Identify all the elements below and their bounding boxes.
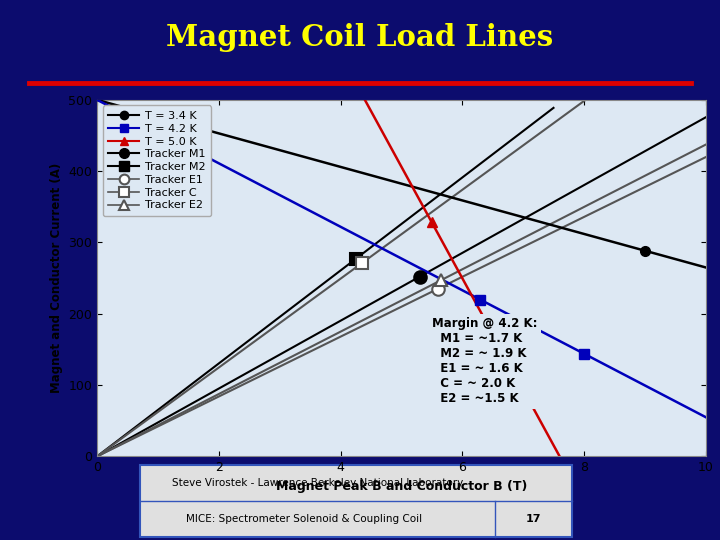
X-axis label: Magnet Peak B and Conductor B (T): Magnet Peak B and Conductor B (T) (276, 480, 527, 492)
Text: Steve Virostek - Lawrence Berkeley National Laboratory: Steve Virostek - Lawrence Berkeley Natio… (172, 478, 463, 488)
Text: MICE: Spectrometer Solenoid & Coupling Coil: MICE: Spectrometer Solenoid & Coupling C… (186, 514, 423, 524)
Legend: T = 3.4 K, T = 4.2 K, T = 5.0 K, Tracker M1, Tracker M2, Tracker E1, Tracker C, : T = 3.4 K, T = 4.2 K, T = 5.0 K, Tracker… (103, 105, 211, 216)
Text: Magnet Coil Load Lines: Magnet Coil Load Lines (166, 23, 554, 52)
Text: 17: 17 (526, 514, 541, 524)
Text: Margin @ 4.2 K:
  M1 = ~1.7 K
  M2 = ~ 1.9 K
  E1 = ~ 1.6 K
  C = ~ 2.0 K
  E2 =: Margin @ 4.2 K: M1 = ~1.7 K M2 = ~ 1.9 K… (432, 318, 537, 406)
Y-axis label: Magnet and Conductor Current (A): Magnet and Conductor Current (A) (50, 163, 63, 393)
FancyBboxPatch shape (140, 465, 572, 537)
